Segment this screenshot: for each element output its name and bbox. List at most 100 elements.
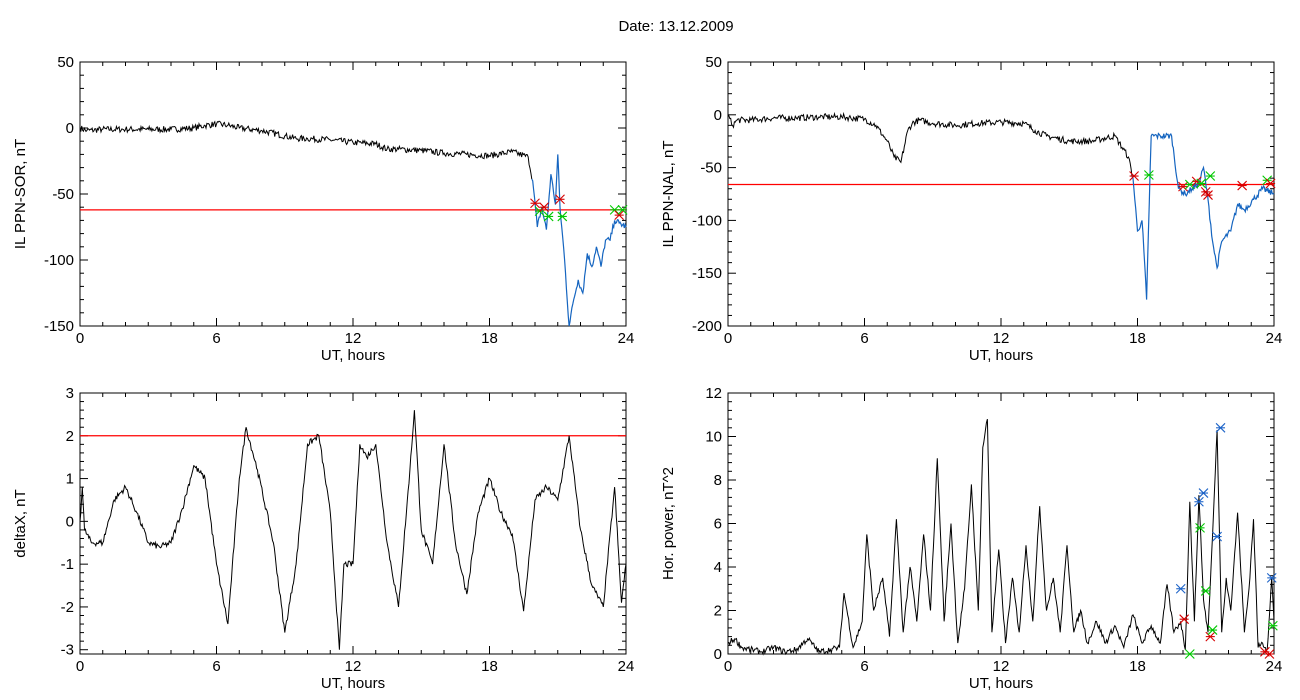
x-tick-label: 24 [1266,658,1283,675]
x-tick-label: 6 [860,330,868,347]
event-marker [1143,170,1154,180]
y-tick-label: -150 [44,318,74,335]
event-marker [1129,171,1139,181]
series-line [727,418,1275,656]
event-marker [1266,572,1277,583]
event-marker [1195,522,1205,533]
event-marker [1203,190,1213,200]
y-tick-label: 3 [66,385,74,402]
event-marker [539,202,549,213]
x-axis-label: UT, hours [321,347,385,364]
x-axis-label: UT, hours [969,675,1033,692]
y-tick-label: -2 [61,599,74,616]
event-marker [614,210,625,221]
series-line [79,120,533,180]
axis-ticks: 0 6 12 18 24 -150 -100 -50 0 50 [44,54,634,347]
x-tick-label: 24 [618,658,635,675]
y-tick-label: 0 [66,513,74,530]
y-tick-label: 2 [714,603,722,620]
y-tick-label: -1 [61,556,74,573]
y-tick-label: 8 [714,472,722,489]
x-tick-label: 6 [212,330,220,347]
y-tick-label: -50 [700,160,722,177]
data-trace [79,120,627,327]
event-marker [543,211,554,222]
event-marker [1194,496,1204,507]
plot-frame [727,392,1275,655]
y-tick-label: 2 [66,428,74,445]
x-tick-label: 6 [212,658,220,675]
y-tick-label: 10 [705,429,722,446]
y-tick-label: 0 [714,107,722,124]
event-marker [1215,422,1226,433]
x-tick-label: 0 [724,330,732,347]
y-tick-label: -100 [692,212,722,229]
x-axis-label: UT, hours [321,675,385,692]
panel-ppn-sor: 0 6 12 18 24 -150 -100 -50 0 50 UT, hours IL PPN-… [12,54,634,364]
x-tick-label: 12 [345,658,362,675]
event-marker [555,194,565,205]
series-line-highlight [531,154,627,327]
x-tick-label: 0 [724,658,732,675]
event-marker [1205,631,1216,642]
x-tick-label: 0 [76,330,84,347]
data-trace [79,410,627,650]
event-marker [557,211,568,222]
x-tick-label: 18 [1129,330,1146,347]
event-marker [1237,180,1248,191]
y-axis-label: IL PPN-NAL, nT [660,141,677,248]
event-marker [1264,649,1275,659]
plot-frame [727,61,1275,327]
event-markers [1129,170,1276,200]
event-markers [530,194,628,222]
x-tick-label: 24 [618,330,635,347]
event-marker [1265,178,1276,189]
event-marker [1267,620,1278,631]
x-tick-label: 18 [1129,658,1146,675]
x-tick-label: 0 [76,658,84,675]
y-tick-label: -50 [52,186,74,203]
axis-ticks: 0 6 12 18 24 -200 -150 -100 -50 0 50 [692,54,1282,347]
y-tick-label: 50 [705,54,722,71]
event-marker [1198,488,1209,498]
y-axis-label: Hor. power, nT^2 [660,467,677,580]
figure-title: Date: 13.12.2009 [618,18,734,35]
event-marker [1179,614,1190,625]
y-tick-label: 4 [714,559,722,576]
x-tick-label: 18 [481,658,498,675]
y-tick-label: 50 [57,54,74,71]
event-marker [1178,181,1188,192]
event-marker [1212,531,1223,542]
x-tick-label: 6 [860,658,868,675]
event-marker [1207,625,1218,635]
event-marker [1196,178,1207,189]
y-axis-label: IL PPN-SOR, nT [12,139,29,249]
y-tick-label: 6 [714,516,722,533]
y-tick-label: -3 [61,642,74,659]
x-tick-label: 24 [1266,330,1283,347]
y-axis-label: deltaX, nT [12,489,29,557]
event-marker [617,204,628,215]
x-tick-label: 12 [345,330,362,347]
x-tick-label: 18 [481,330,498,347]
series-line [727,111,1133,177]
plot-frame [79,61,627,327]
y-tick-label: 1 [66,471,74,488]
data-trace [727,111,1275,300]
event-marker [1184,649,1195,659]
event-marker [1200,586,1211,596]
plot-frame [79,392,627,655]
data-trace [727,418,1275,656]
series-line [79,410,627,650]
y-tick-label: 12 [705,385,722,402]
y-tick-label: -150 [692,265,722,282]
y-tick-label: -200 [692,318,722,335]
panel-ppn-nal: 0 6 12 18 24 -200 -150 -100 -50 0 50 UT, hours IL … [660,54,1282,364]
x-tick-label: 12 [993,330,1010,347]
event-marker [1175,583,1186,594]
